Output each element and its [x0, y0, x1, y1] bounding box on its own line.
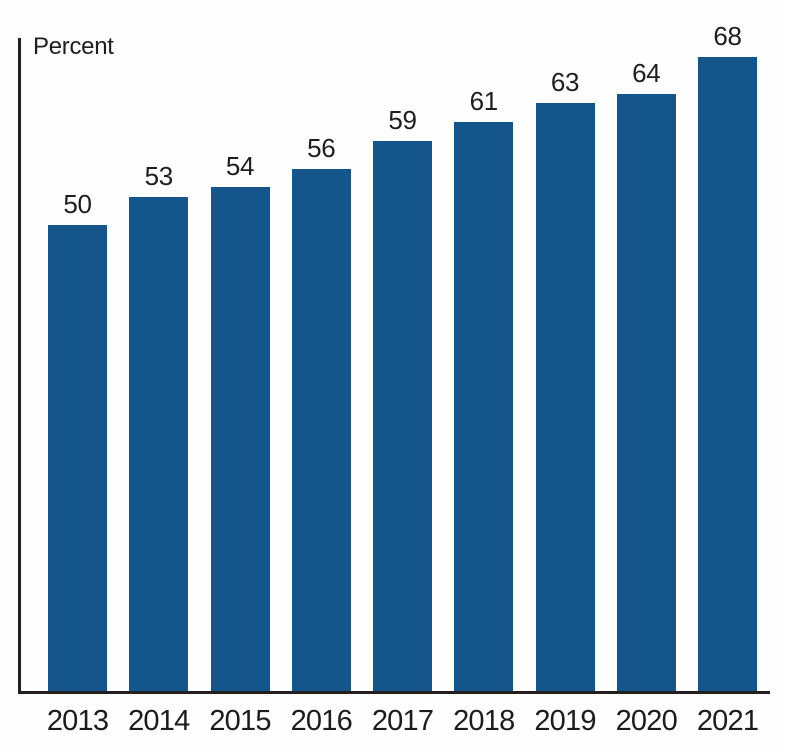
bar-2019: [535, 103, 595, 691]
bar-2017: [373, 140, 432, 691]
x-tick-label: 2020: [615, 705, 678, 737]
x-tick-label: 2015: [209, 705, 271, 737]
bar-2013: [48, 224, 107, 691]
y-axis-title: Percent: [33, 33, 114, 60]
bar-value-label: 61: [469, 85, 499, 116]
bar-2021: [698, 56, 757, 691]
bar-value-label: 59: [388, 104, 417, 135]
bar-value-label: 50: [63, 188, 92, 219]
x-tick-label: 2017: [371, 705, 434, 737]
bar-value-label: 63: [550, 67, 580, 98]
bar-value-label: 56: [307, 132, 336, 163]
x-tick-label: 2016: [290, 705, 353, 737]
x-tick-label: 2014: [128, 705, 190, 737]
y-axis-line: [18, 38, 21, 694]
bar-2015: [210, 187, 270, 691]
x-axis-line: [18, 691, 770, 694]
x-tick-label: 2013: [46, 705, 109, 737]
bar-value-label: 64: [632, 57, 661, 88]
x-tick-label: 2019: [534, 705, 596, 737]
bar-2020: [616, 93, 676, 691]
x-tick-label: 2021: [696, 705, 759, 737]
bar-value-label: 53: [144, 160, 174, 191]
bar-value-label: 54: [225, 151, 255, 182]
bar-2016: [291, 168, 351, 691]
bar-value-label: 68: [713, 20, 742, 51]
bar-2014: [129, 196, 189, 691]
bar-2018: [454, 121, 514, 691]
x-tick-label: 2018: [453, 705, 515, 737]
